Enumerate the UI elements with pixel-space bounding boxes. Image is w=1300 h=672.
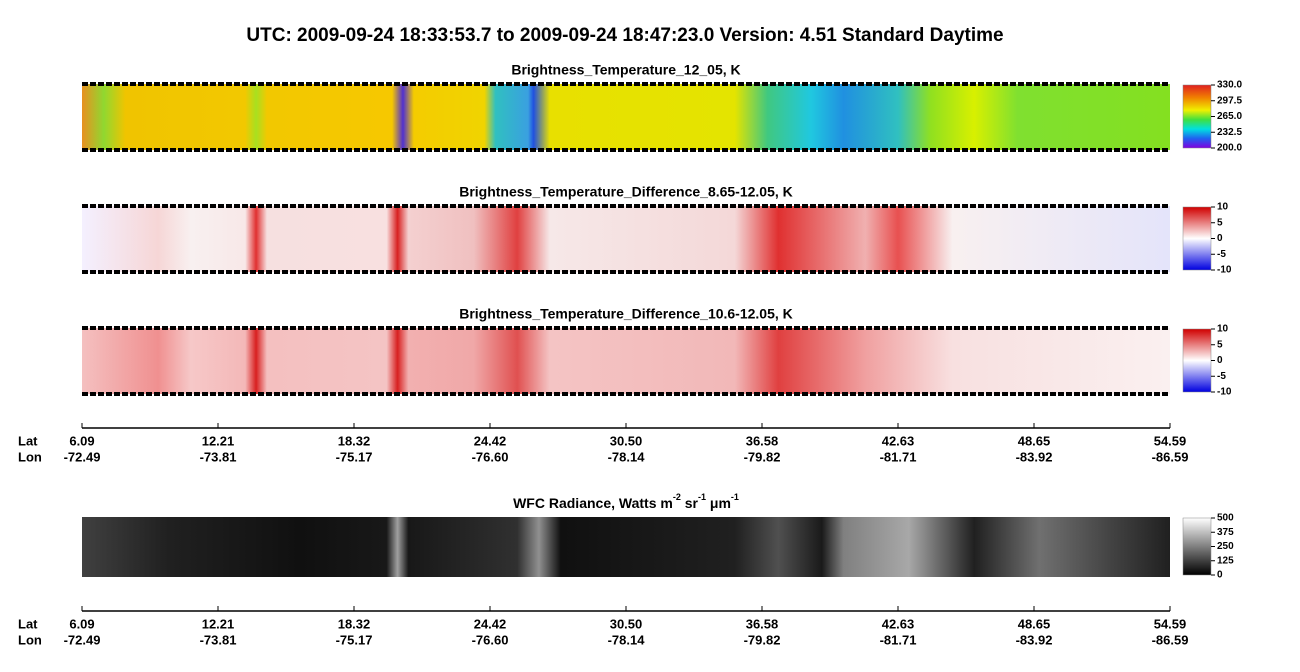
lon-tick-label: -72.49	[64, 632, 101, 647]
lat-tick-label: 24.42	[474, 433, 507, 448]
image-panel	[82, 517, 1170, 577]
lon-tick-label: -73.81	[200, 449, 237, 464]
lon-tick-label: -75.17	[336, 449, 373, 464]
colorbar-label: -10	[1217, 387, 1232, 398]
lat-tick-label: 30.50	[610, 433, 643, 448]
title-part: -1	[731, 492, 739, 502]
colorbar-label: 200.0	[1217, 143, 1242, 154]
colorbar-label: 250	[1217, 541, 1234, 552]
lon-tick-label: -78.14	[608, 449, 646, 464]
lat-tick-label: 18.32	[338, 616, 371, 631]
colorbar-label: 375	[1217, 527, 1234, 538]
colorbar-label: 500	[1217, 513, 1234, 524]
colorbar-label: 232.5	[1217, 127, 1242, 138]
panel-title: Brightness_Temperature_Difference_10.6-1…	[459, 306, 793, 322]
colorbar-label: 0	[1217, 570, 1223, 581]
lon-tick-label: -83.92	[1016, 449, 1053, 464]
colorbar-label: 297.5	[1217, 95, 1242, 106]
colorbar-label: 10	[1217, 324, 1229, 335]
lat-tick-label: 24.42	[474, 616, 507, 631]
lon-tick-label: -75.17	[336, 632, 373, 647]
lat-tick-label: 54.59	[1154, 433, 1187, 448]
lon-tick-label: -73.81	[200, 632, 237, 647]
lat-tick-label: 48.65	[1018, 616, 1051, 631]
image-panel	[82, 84, 1170, 150]
colorbar	[1182, 328, 1212, 393]
lon-tick-label: -78.14	[608, 632, 646, 647]
lat-tick-label: 12.21	[202, 433, 235, 448]
lat-tick-label: 6.09	[69, 616, 94, 631]
panel-title: Brightness_Temperature_12_05, K	[511, 62, 740, 78]
lon-label: Lon	[18, 449, 42, 464]
colorbar-label: 125	[1217, 555, 1234, 566]
colorbar-label: -10	[1217, 265, 1232, 276]
page-title: UTC: 2009-09-24 18:33:53.7 to 2009-09-24…	[246, 25, 1003, 46]
title-part: WFC Radiance, Watts m	[513, 495, 673, 511]
lon-tick-label: -81.71	[880, 449, 917, 464]
colorbar-label: -5	[1217, 249, 1226, 260]
lat-tick-label: 54.59	[1154, 616, 1187, 631]
lon-tick-label: -72.49	[64, 449, 101, 464]
lon-tick-label: -86.59	[1152, 632, 1189, 647]
lat-label: Lat	[18, 616, 38, 631]
lat-tick-label: 48.65	[1018, 433, 1051, 448]
colorbar-label: 5	[1217, 339, 1223, 350]
lon-tick-label: -76.60	[472, 632, 509, 647]
colorbar-label: 330.0	[1217, 80, 1242, 91]
lat-tick-label: 42.63	[882, 616, 915, 631]
lon-tick-label: -79.82	[744, 632, 781, 647]
lon-tick-label: -81.71	[880, 632, 917, 647]
colorbar-label: 10	[1217, 202, 1229, 213]
lon-tick-label: -83.92	[1016, 632, 1053, 647]
colorbar-label: 0	[1217, 233, 1223, 244]
lat-tick-label: 30.50	[610, 616, 643, 631]
colorbar-label: -5	[1217, 371, 1226, 382]
colorbar-label: 0	[1217, 355, 1223, 366]
lat-tick-label: 36.58	[746, 433, 779, 448]
colorbar	[1182, 84, 1212, 149]
colorbar-label: 265.0	[1217, 111, 1242, 122]
lat-tick-label: 18.32	[338, 433, 371, 448]
title-part: sr	[681, 495, 699, 511]
title-part: -1	[698, 492, 706, 502]
lat-tick-label: 6.09	[69, 433, 94, 448]
panel-title: Brightness_Temperature_Difference_8.65-1…	[459, 184, 793, 200]
image-panel	[82, 328, 1170, 394]
title-part: -2	[673, 492, 681, 502]
lat-tick-label: 36.58	[746, 616, 779, 631]
panel-title: WFC Radiance, Watts m-2 sr-1 μm-1	[513, 492, 739, 510]
lon-tick-label: -86.59	[1152, 449, 1189, 464]
lat-tick-label: 12.21	[202, 616, 235, 631]
lon-tick-label: -79.82	[744, 449, 781, 464]
image-panel	[82, 206, 1170, 272]
title-part: μm	[706, 495, 731, 511]
lat-label: Lat	[18, 433, 38, 448]
lon-label: Lon	[18, 632, 42, 647]
colorbar-label: 5	[1217, 217, 1223, 228]
colorbar	[1182, 206, 1212, 271]
lat-tick-label: 42.63	[882, 433, 915, 448]
lon-tick-label: -76.60	[472, 449, 509, 464]
colorbar	[1182, 517, 1212, 576]
